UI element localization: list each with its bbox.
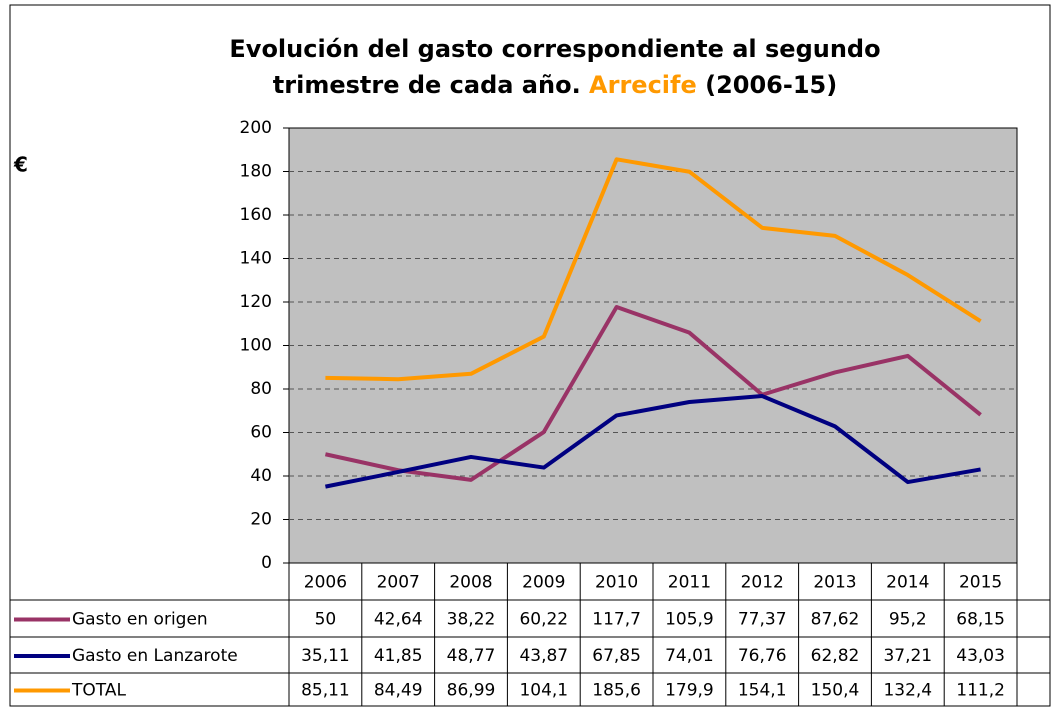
x-tick-label: 2015 [959, 573, 1002, 593]
title-text: trimestre de cada año. [273, 71, 581, 99]
y-axis-label: € [13, 153, 28, 177]
x-tick-label: 2014 [886, 573, 929, 593]
legend-label: Gasto en Lanzarote [72, 646, 238, 666]
value-label: 154,1 [738, 681, 787, 701]
chart-title: Evolución del gasto correspondiente al s… [229, 35, 880, 63]
value-label: 132,4 [883, 681, 932, 701]
chart-title-line2: trimestre de cada año. Arrecife (2006-15… [273, 71, 837, 99]
value-label: 43,87 [519, 646, 568, 666]
y-tick-label: 140 [240, 249, 272, 269]
y-tick-label: 80 [250, 379, 272, 399]
series-line [324, 305, 982, 482]
value-label: 74,01 [665, 646, 714, 666]
x-tick-label: 2006 [304, 573, 347, 593]
value-label: 104,1 [519, 681, 568, 701]
value-label: 38,22 [447, 610, 496, 630]
x-tick-label: 2010 [595, 573, 638, 593]
y-tick-label: 0 [261, 553, 272, 573]
value-label: 67,85 [592, 646, 641, 666]
title-suffix: (2006-15) [705, 71, 837, 99]
y-tick-label: 180 [240, 162, 272, 182]
y-tick-label: 120 [240, 292, 272, 312]
value-label: 85,11 [301, 681, 350, 701]
series-line [325, 394, 981, 489]
value-label: 111,2 [956, 681, 1005, 701]
y-tick-label: 60 [250, 423, 272, 443]
value-label: 42,64 [374, 610, 423, 630]
value-label: 117,7 [592, 610, 641, 630]
value-label: 41,85 [374, 646, 423, 666]
series-line [325, 157, 982, 382]
value-label: 50 [315, 610, 337, 630]
value-label: 84,49 [374, 681, 423, 701]
title-highlight: Arrecife [589, 71, 697, 99]
legend-label: Gasto en origen [72, 610, 208, 630]
x-tick-label: 2009 [522, 573, 565, 593]
y-tick-label: 200 [240, 118, 272, 138]
value-label: 105,9 [665, 610, 714, 630]
value-label: 185,6 [592, 681, 641, 701]
value-label: 179,9 [665, 681, 714, 701]
value-label: 87,62 [811, 610, 860, 630]
value-label: 60,22 [519, 610, 568, 630]
value-label: 43,03 [956, 646, 1005, 666]
value-label: 35,11 [301, 646, 350, 666]
y-tick-label: 100 [240, 336, 272, 356]
value-label: 37,21 [883, 646, 932, 666]
value-label: 150,4 [811, 681, 860, 701]
x-tick-label: 2011 [668, 573, 711, 593]
value-label: 86,99 [447, 681, 496, 701]
y-tick-label: 40 [250, 466, 272, 486]
value-label: 68,15 [956, 610, 1005, 630]
x-tick-label: 2013 [813, 573, 856, 593]
value-label: 76,76 [738, 646, 787, 666]
y-tick-label: 160 [240, 205, 272, 225]
value-label: 48,77 [447, 646, 496, 666]
value-label: 62,82 [811, 646, 860, 666]
x-tick-label: 2012 [741, 573, 784, 593]
y-tick-label: 20 [250, 510, 272, 530]
x-tick-label: 2008 [449, 573, 492, 593]
x-tick-label: 2007 [377, 573, 420, 593]
legend-label: TOTAL [71, 681, 126, 701]
value-label: 77,37 [738, 610, 787, 630]
value-label: 95,2 [889, 610, 927, 630]
